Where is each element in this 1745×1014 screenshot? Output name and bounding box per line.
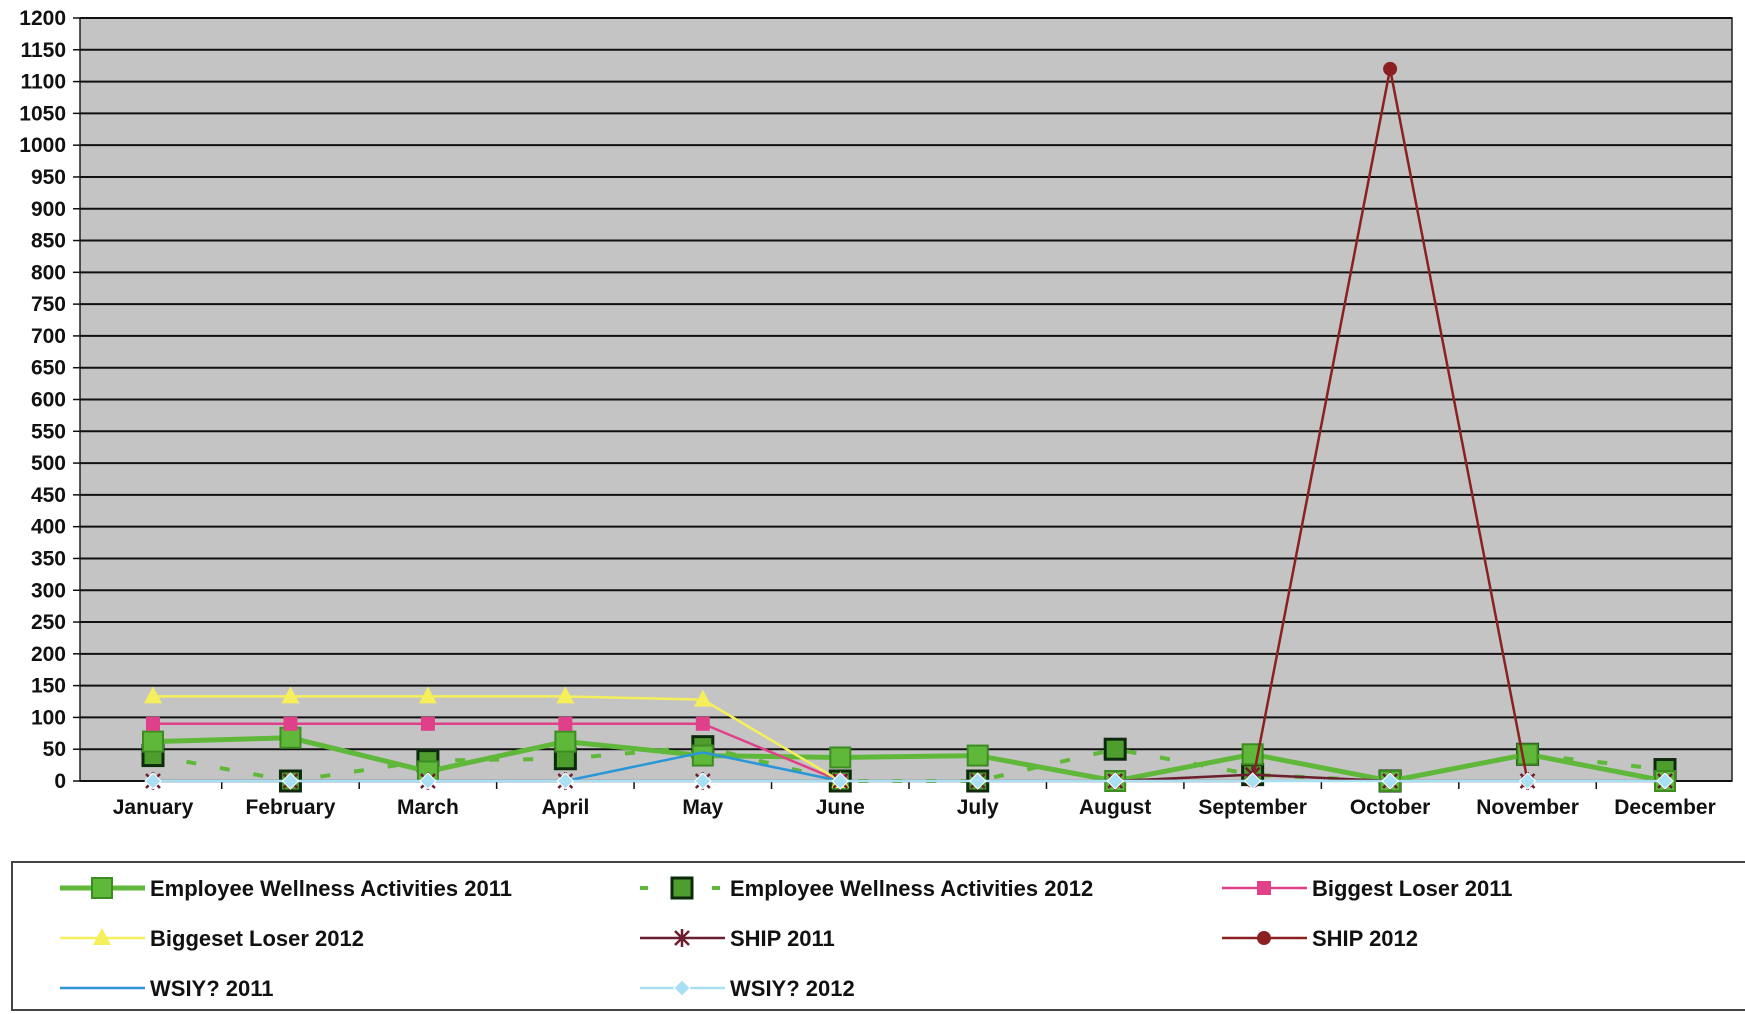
legend-swatch-marker [91,877,113,899]
y-tick-label: 850 [31,230,66,253]
y-tick-label: 1000 [19,134,66,157]
series-line [153,695,841,783]
x-axis-ticks: January February March April May June July Augu… [113,781,1716,819]
data-point [281,686,300,704]
x-tick-label: April [541,796,589,819]
data-point [1518,772,1537,790]
legend-label: Employee Wellness Activities 2011 [150,876,512,901]
legend-label: Biggest Loser 2011 [1312,876,1513,901]
data-point [691,744,714,767]
legend-item: SHIP 2012 [1222,926,1418,951]
data-point [1381,772,1399,790]
series-wsiy-2012 [144,772,1674,790]
x-tick-label: January [113,796,194,819]
x-tick-label: September [1198,796,1307,819]
y-tick-label: 450 [31,484,66,507]
legend-item: WSIY? 2011 [60,976,274,1001]
data-point [969,772,987,790]
data-point [694,772,712,790]
legend-label: Biggeset Loser 2012 [150,926,364,951]
x-tick-label: May [682,796,723,819]
legend-item: Biggest Loser 2011 [1222,876,1513,901]
data-point [142,730,164,753]
legend-swatch-marker [674,929,690,947]
legend-label: WSIY? 2011 [150,976,274,1001]
y-tick-label: 650 [31,357,66,380]
y-tick-label: 600 [31,389,66,412]
series-group [141,61,1677,793]
data-point [829,746,852,769]
data-point [554,730,577,753]
data-point [420,716,435,731]
legend-item: WSIY? 2012 [640,976,855,1001]
series-line [152,735,1666,784]
legend-item: SHIP 2011 [640,926,835,951]
y-tick-label: 250 [31,611,66,634]
y-tick-label: 50 [43,738,66,761]
data-point [283,716,298,731]
data-point [556,772,575,790]
x-tick-label: February [246,796,336,819]
x-tick-label: December [1614,796,1716,819]
legend: Employee Wellness Activities 2011 Employe… [11,861,1745,1011]
data-point [1103,737,1127,761]
legend-item: Biggeset Loser 2012 [60,926,364,951]
data-point [418,686,437,704]
data-point [1243,772,1262,790]
data-point [693,689,712,707]
x-tick-label: March [397,796,459,819]
y-tick-label: 0 [54,770,66,793]
x-tick-label: October [1350,796,1431,819]
y-tick-label: 750 [31,293,66,316]
series-line [153,722,841,783]
data-point [144,772,162,790]
legend-swatch-marker [1257,881,1271,895]
y-axis-ticks: 0 50 100 150 200 250 300 350 400 450 500 550 600 650 7… [19,7,80,793]
data-point [966,744,989,767]
data-point [831,772,849,790]
data-point [695,716,710,731]
data-point [556,686,575,704]
y-tick-label: 200 [31,643,66,666]
y-tick-label: 1200 [19,7,66,30]
data-point [144,686,162,704]
y-tick-label: 950 [31,166,66,189]
y-tick-label: 800 [31,261,66,284]
y-tick-label: 1150 [20,39,66,62]
data-point [146,716,160,731]
legend-label: SHIP 2011 [730,926,835,951]
x-tick-label: November [1476,796,1579,819]
data-point [419,772,437,790]
legend-label: SHIP 2012 [1312,926,1418,951]
y-tick-label: 700 [31,325,66,348]
data-point [1383,61,1398,76]
data-point [1106,772,1124,790]
y-tick-label: 350 [31,547,66,570]
legend-box [11,861,1745,1011]
x-tick-label: July [957,796,999,819]
y-tick-label: 100 [31,706,66,729]
y-tick-label: 1050 [19,102,66,125]
y-tick-label: 550 [31,420,66,443]
x-tick-label: June [816,796,865,819]
data-point [1656,772,1674,790]
legend-swatch-marker [1257,931,1271,945]
y-tick-label: 1100 [20,71,66,94]
y-tick-label: 900 [31,198,66,221]
legend-item: Employee Wellness Activities 2011 [60,876,512,901]
data-point [558,716,573,731]
x-tick-label: August [1079,796,1151,819]
y-tick-label: 500 [31,452,66,475]
legend-item: Employee Wellness Activities 2012 [640,876,1093,901]
y-tick-label: 400 [31,516,66,539]
legend-label: WSIY? 2012 [730,976,855,1001]
legend-swatch-marker [93,928,111,945]
legend-swatch-marker [670,876,694,900]
y-tick-label: 300 [31,579,66,602]
legend-label: Employee Wellness Activities 2012 [730,876,1093,901]
data-point [281,772,300,790]
legend-swatch-marker [673,979,691,997]
y-tick-label: 150 [31,675,66,698]
